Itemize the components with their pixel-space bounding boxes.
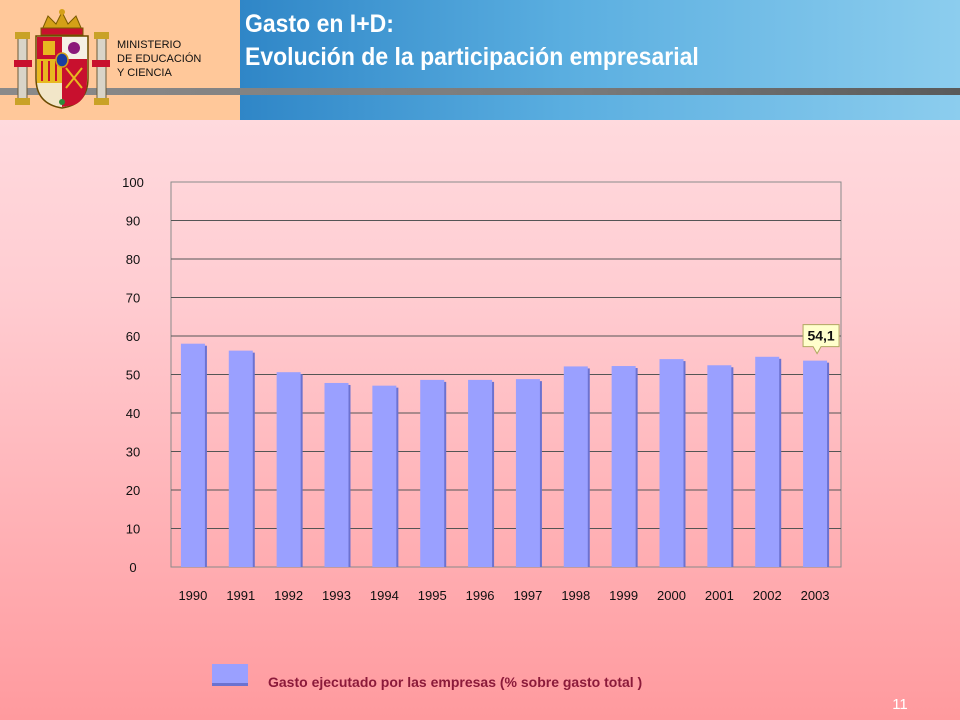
bar — [228, 350, 253, 567]
bar — [563, 366, 588, 567]
bar — [468, 379, 493, 567]
data-callout: 54,1 — [802, 324, 840, 355]
bars — [180, 343, 830, 567]
bar-2003 — [803, 360, 830, 567]
coat-of-arms-spain-icon — [14, 9, 110, 109]
y-axis-ticks: 0 10 20 30 40 50 60 70 80 90 100 — [122, 175, 144, 575]
bar-1995 — [420, 379, 447, 567]
x-tick-label: 1994 — [370, 588, 399, 603]
bar-1998 — [563, 366, 590, 567]
bar — [372, 385, 397, 567]
x-tick-label: 2000 — [657, 588, 686, 603]
page-number: 11 — [892, 696, 908, 713]
x-tick-label: 1995 — [418, 588, 447, 603]
y-tick-label: 50 — [126, 368, 140, 383]
bar-1994 — [372, 385, 399, 567]
bar-1992 — [276, 372, 303, 567]
y-tick-label: 30 — [126, 445, 140, 460]
bar-1993 — [324, 382, 351, 567]
bar — [324, 382, 349, 567]
ministry-name: MINISTERIO DE EDUCACIÓN Y CIENCIA — [117, 38, 237, 80]
x-tick-label: 1993 — [322, 588, 351, 603]
x-tick-label: 1991 — [226, 588, 255, 603]
bar — [707, 365, 732, 567]
x-tick-label: 2001 — [705, 588, 734, 603]
legend: Gasto ejecutado por las empresas (% sobr… — [212, 664, 772, 694]
bar-2002 — [755, 356, 782, 567]
y-tick-label: 70 — [126, 291, 140, 306]
x-axis-ticks: 1990 1991 1992 1993 1994 1995 1996 1997 1998 1999… — [178, 588, 829, 603]
bar — [659, 359, 684, 567]
ministry-line-1: MINISTERIO — [117, 39, 182, 51]
header: MINISTERIO DE EDUCACIÓN Y CIENCIA Gasto … — [0, 0, 960, 120]
bar-1997 — [515, 379, 542, 567]
bar-1999 — [611, 366, 638, 567]
x-tick-label: 1998 — [561, 588, 590, 603]
bar — [515, 379, 540, 567]
slide-title-line-2: Evolución de la participación empresaria… — [245, 43, 699, 71]
x-tick-label: 1990 — [178, 588, 207, 603]
bar — [180, 343, 205, 567]
ministry-line-3: Y CIENCIA — [117, 67, 172, 79]
bar-1991 — [228, 350, 255, 567]
callout-box — [802, 324, 840, 355]
y-tick-label: 90 — [126, 214, 140, 229]
bar — [611, 366, 636, 567]
bar — [276, 372, 301, 567]
bar-1996 — [468, 379, 495, 567]
y-tick-label: 10 — [126, 522, 140, 537]
x-tick-label: 1997 — [513, 588, 542, 603]
annotations: 54,1 — [802, 324, 840, 355]
bar-1990 — [180, 343, 207, 567]
bar — [755, 356, 780, 567]
x-tick-label: 1996 — [466, 588, 495, 603]
y-tick-label: 80 — [126, 252, 140, 267]
slide-title-line-1: Gasto en I+D: — [245, 10, 394, 38]
legend-label: Gasto ejecutado por las empresas (% sobr… — [268, 674, 643, 690]
callout-label: 54,1 — [807, 328, 834, 344]
y-tick-label: 0 — [129, 560, 136, 575]
y-tick-label: 20 — [126, 483, 140, 498]
bar — [803, 360, 828, 567]
gridlines — [171, 220, 841, 529]
bar-2000 — [659, 359, 686, 567]
x-tick-label: 1992 — [274, 588, 303, 603]
slide-title: Gasto en I+D: Evolución de la participac… — [245, 8, 889, 74]
header-divider — [0, 88, 960, 95]
y-tick-label: 100 — [122, 175, 144, 190]
ministry-line-2: DE EDUCACIÓN — [117, 53, 202, 65]
x-tick-label: 1999 — [609, 588, 638, 603]
bar-2001 — [707, 365, 734, 567]
bar — [420, 379, 445, 567]
y-tick-label: 40 — [126, 406, 140, 421]
legend-swatch — [212, 664, 248, 686]
title-band — [240, 0, 960, 120]
y-tick-label: 60 — [126, 329, 140, 344]
x-tick-label: 2002 — [753, 588, 782, 603]
x-tick-label: 2003 — [801, 588, 830, 603]
